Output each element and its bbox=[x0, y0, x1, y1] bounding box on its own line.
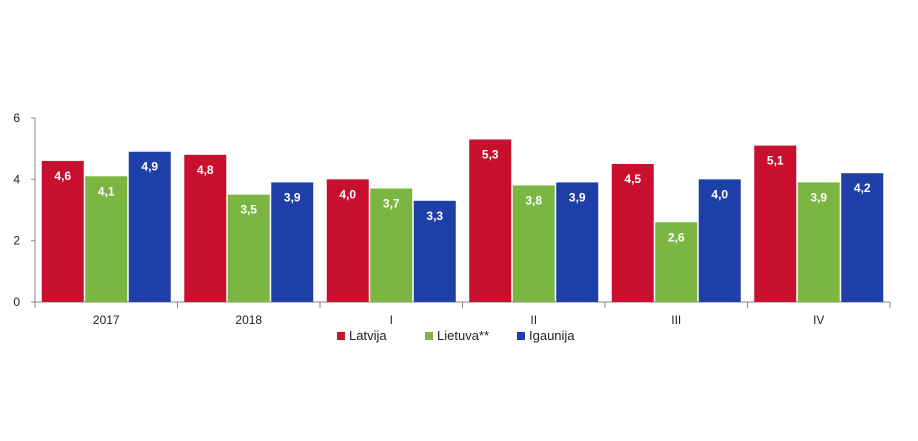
bar-latvija bbox=[326, 179, 369, 302]
x-category-label: I bbox=[390, 313, 393, 327]
bar-lietuva bbox=[797, 182, 840, 302]
data-label: 3,7 bbox=[383, 197, 400, 211]
data-label: 3,5 bbox=[240, 203, 257, 217]
data-label: 2,6 bbox=[668, 230, 685, 244]
data-label: 4,6 bbox=[54, 169, 71, 183]
data-label: 3,9 bbox=[569, 190, 586, 204]
bar-igaunija bbox=[556, 182, 599, 302]
data-label: 4,1 bbox=[98, 184, 115, 198]
bar-lietuva bbox=[370, 188, 413, 302]
data-label: 4,0 bbox=[711, 187, 728, 201]
bar-latvija bbox=[469, 139, 512, 302]
legend-swatch bbox=[425, 332, 433, 340]
y-tick-label: 4 bbox=[13, 172, 20, 186]
x-category-label: 2017 bbox=[93, 313, 120, 327]
legend-label: Lietuva** bbox=[437, 328, 489, 343]
legend-swatch bbox=[337, 332, 345, 340]
data-label: 3,8 bbox=[525, 193, 542, 207]
data-label: 4,2 bbox=[854, 181, 871, 195]
data-label: 3,9 bbox=[810, 190, 827, 204]
bar-lietuva bbox=[85, 176, 128, 302]
legend-swatch bbox=[517, 332, 525, 340]
bar-igaunija bbox=[698, 179, 741, 302]
data-label: 3,9 bbox=[284, 190, 301, 204]
x-category-label: II bbox=[530, 313, 537, 327]
y-tick-label: 2 bbox=[13, 234, 20, 248]
data-label: 4,8 bbox=[197, 163, 214, 177]
bar-latvija bbox=[41, 160, 84, 302]
data-label: 4,9 bbox=[141, 160, 158, 174]
data-label: 3,3 bbox=[426, 209, 443, 223]
data-label: 4,0 bbox=[339, 187, 356, 201]
bar-igaunija bbox=[413, 200, 456, 302]
bar-igaunija bbox=[128, 151, 171, 302]
bars bbox=[41, 139, 884, 302]
bar-igaunija bbox=[841, 173, 884, 302]
data-label: 4,5 bbox=[624, 172, 641, 186]
data-labels: 4,6 4,1 4,9 4,8 3,5 3,9 4,0 3,7 3,3 5,3 3,8 3,9 4,5 2… bbox=[54, 147, 871, 244]
bar-latvija bbox=[754, 145, 797, 302]
bar-lietuva bbox=[227, 194, 270, 302]
data-label: 5,1 bbox=[767, 154, 784, 168]
bar-lietuva bbox=[512, 185, 555, 302]
bar-latvija bbox=[184, 154, 227, 302]
y-tick-label: 0 bbox=[13, 295, 20, 309]
x-category-label: III bbox=[671, 313, 681, 327]
legend-label: Latvija bbox=[349, 328, 387, 343]
bar-lietuva bbox=[655, 222, 698, 302]
x-category-label: 2018 bbox=[235, 313, 262, 327]
bar-latvija bbox=[611, 164, 654, 302]
x-category-label: IV bbox=[813, 313, 824, 327]
bar-igaunija bbox=[271, 182, 314, 302]
y-tick-label: 6 bbox=[13, 111, 20, 125]
legend: Latvija Lietuva** Igaunija bbox=[337, 328, 575, 343]
legend-label: Igaunija bbox=[529, 328, 575, 343]
data-label: 5,3 bbox=[482, 147, 499, 161]
